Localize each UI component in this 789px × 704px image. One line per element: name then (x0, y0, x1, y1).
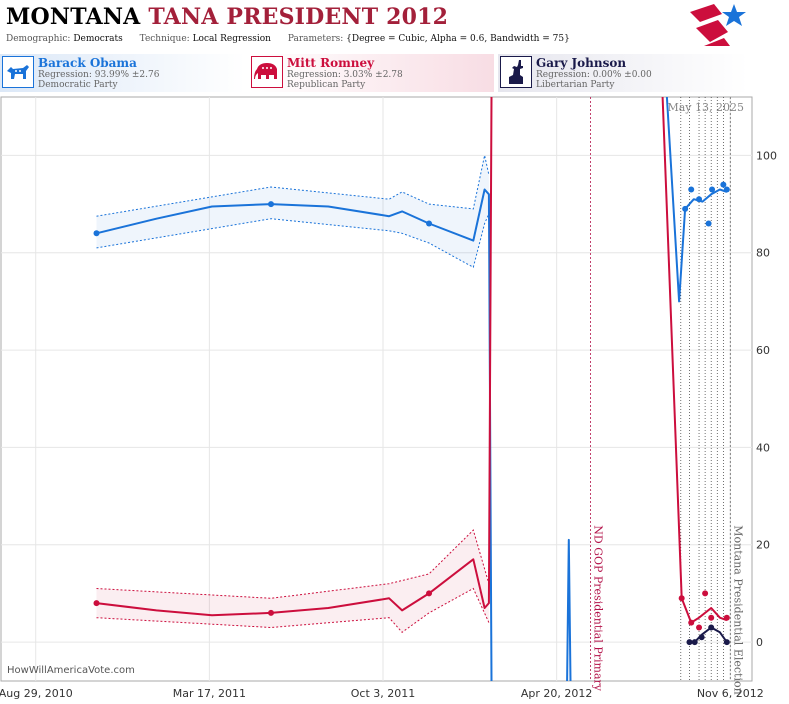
x-tick-label: Apr 20, 2012 (521, 687, 593, 700)
title-state: MONTANA (6, 4, 141, 30)
candidate-party: Republican Party (287, 80, 366, 90)
band-upper (96, 529, 490, 599)
current-date-label: May 13, 2025 (667, 101, 744, 114)
data-point (268, 609, 275, 616)
data-point (93, 600, 100, 607)
x-tick-label: Oct 3, 2011 (351, 687, 416, 700)
y-tick-label: 100 (756, 149, 777, 162)
data-point (723, 614, 730, 621)
candidate-legend: Barack Obama Regression: 93.99% ±2.76 De… (0, 54, 789, 94)
candidate-romney[interactable]: Mitt Romney Regression: 3.03% ±2.78 Repu… (249, 54, 494, 92)
confidence-band (96, 155, 489, 268)
data-point (691, 639, 698, 646)
candidate-regression: Regression: 3.03% ±2.78 (287, 70, 403, 80)
series-line (566, 538, 572, 682)
parameters-label: Parameters: (287, 34, 344, 44)
x-tick-label: Aug 29, 2010 (0, 687, 73, 700)
y-tick-label: 60 (756, 344, 770, 357)
y-tick-label: 80 (756, 247, 770, 260)
candidate-party: Libertarian Party (536, 80, 615, 90)
plot-frame (0, 96, 753, 682)
parameters-line: Demographic: Democrats Technique: Local … (6, 34, 584, 44)
candidate-name: Mitt Romney (287, 56, 375, 70)
title-rest: TANA PRESIDENT 2012 (148, 4, 449, 30)
data-point (682, 205, 689, 212)
y-tick-label: 20 (756, 539, 770, 552)
data-point (696, 196, 703, 203)
liberty-icon (500, 56, 532, 88)
candidate-regression: Regression: 0.00% ±0.00 (536, 70, 652, 80)
elephant-icon (251, 56, 283, 88)
data-point (93, 230, 100, 237)
series-line (96, 188, 493, 682)
data-point (268, 201, 275, 208)
data-point (702, 590, 709, 597)
x-tick-label: Mar 17, 2011 (173, 687, 246, 700)
polling-chart: 0 20 40 60 80 100 Aug 29, 2010 Mar 17, 2011 Oct … (0, 96, 777, 700)
data-point (426, 590, 433, 597)
data-point (723, 639, 730, 646)
y-tick-label: 40 (756, 441, 770, 454)
technique-value: Local Regression (192, 34, 271, 44)
series-line (96, 96, 493, 617)
technique-label: Technique: (139, 34, 190, 44)
y-tick-label: 0 (756, 636, 763, 649)
data-point (696, 624, 703, 631)
site-credit: HowWillAmericaVote.com (7, 665, 135, 676)
confidence-band (96, 530, 489, 633)
candidate-name: Gary Johnson (536, 56, 627, 70)
demographic-value: Democrats (73, 34, 123, 44)
page-title: MONTANA TANA PRESIDENT 2012 (6, 4, 448, 30)
data-point (688, 619, 695, 626)
data-point (426, 220, 433, 227)
candidate-party: Democratic Party (38, 80, 118, 90)
header: MONTANA TANA PRESIDENT 2012 Demographic:… (0, 0, 789, 52)
band-lower (96, 587, 490, 633)
x-tick-label: Nov 6, 2012 (697, 687, 764, 700)
data-point (723, 186, 730, 193)
event-label: Montana Presidential Election (731, 525, 744, 694)
parameters-value: {Degree = Cubic, Alpha = 0.6, Bandwidth … (346, 34, 570, 44)
candidate-regression: Regression: 93.99% ±2.76 (38, 70, 160, 80)
candidate-name: Barack Obama (38, 56, 137, 70)
data-point (686, 639, 693, 646)
event-label: ND GOP Presidential Primary (592, 525, 605, 692)
donkey-icon (2, 56, 34, 88)
data-point (688, 186, 695, 193)
data-point (708, 624, 715, 631)
data-point (708, 614, 715, 621)
data-point (705, 220, 712, 227)
band-upper (96, 155, 490, 217)
data-point (720, 181, 727, 188)
band-lower (96, 213, 490, 269)
site-logo-icon[interactable] (688, 2, 748, 50)
data-point (709, 186, 716, 193)
data-point (678, 595, 685, 602)
candidate-obama[interactable]: Barack Obama Regression: 93.99% ±2.76 De… (0, 54, 245, 92)
data-point (698, 634, 705, 641)
candidate-johnson[interactable]: Gary Johnson Regression: 0.00% ±0.00 Lib… (498, 54, 748, 92)
demographic-label: Demographic: (6, 34, 71, 44)
